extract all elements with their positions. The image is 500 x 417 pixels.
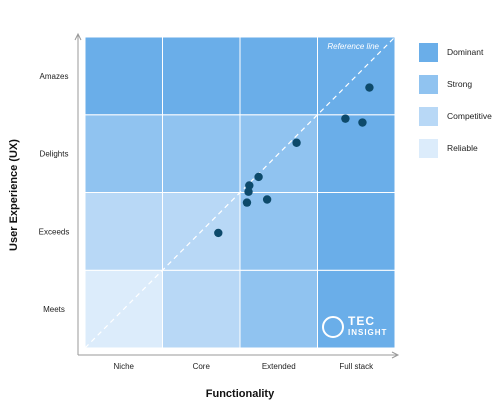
x-axis-arrow bbox=[391, 351, 400, 359]
legend-item-dominant: Dominant bbox=[419, 36, 492, 68]
data-point bbox=[214, 228, 223, 238]
data-point bbox=[341, 114, 350, 123]
legend-label-dominant: Dominant bbox=[447, 47, 484, 57]
legend-item-reliable: Reliable bbox=[419, 132, 492, 164]
y-axis-arrow bbox=[74, 32, 82, 41]
grid-cell bbox=[239, 269, 318, 349]
legend: Dominant Strong Competitive Reliable bbox=[419, 36, 492, 164]
reference-line-label: Reference line bbox=[327, 42, 379, 51]
grid-cell bbox=[84, 192, 163, 271]
brand-text: TEC INSIGHT bbox=[348, 314, 388, 338]
grid-cell bbox=[84, 36, 163, 116]
brain-icon bbox=[322, 316, 344, 338]
legend-item-strong: Strong bbox=[419, 68, 492, 100]
data-point bbox=[358, 118, 367, 127]
data-point bbox=[242, 198, 252, 207]
data-point bbox=[244, 187, 253, 196]
x-tick-label: Extended bbox=[262, 362, 296, 371]
data-point bbox=[365, 83, 374, 92]
grid-cell bbox=[162, 36, 241, 116]
legend-swatch-reliable bbox=[419, 138, 438, 158]
data-point bbox=[292, 138, 301, 147]
data-point bbox=[254, 172, 263, 182]
y-axis-label: User Experience (UX) bbox=[8, 139, 20, 251]
legend-label-competitive: Competitive bbox=[447, 111, 492, 121]
legend-label-reliable: Reliable bbox=[447, 143, 478, 153]
reference-line bbox=[84, 36, 396, 349]
y-tick-label: Delights bbox=[40, 150, 69, 159]
grid-cell bbox=[162, 114, 241, 193]
data-point bbox=[262, 195, 272, 204]
grid-cell bbox=[317, 192, 396, 271]
y-tick-label: Exceeds bbox=[39, 227, 70, 236]
x-tick-label: Core bbox=[193, 362, 211, 371]
x-axis-label: Functionality bbox=[205, 388, 275, 400]
grid-cell bbox=[317, 114, 396, 193]
legend-label-strong: Strong bbox=[447, 79, 473, 89]
grid-cell bbox=[162, 269, 241, 349]
brand-logo: TEC INSIGHT bbox=[322, 314, 388, 338]
brand-name: TEC bbox=[348, 314, 375, 328]
legend-item-competitive: Competitive bbox=[419, 100, 492, 132]
legend-swatch-dominant bbox=[419, 42, 438, 62]
x-tick-label: Niche bbox=[114, 362, 135, 371]
legend-swatch-strong bbox=[419, 74, 438, 94]
grid-cell bbox=[239, 36, 318, 116]
brand-sub: INSIGHT bbox=[348, 328, 388, 337]
x-tick-label: Full stack bbox=[339, 362, 374, 371]
data-point bbox=[245, 181, 254, 190]
grid-cell bbox=[84, 114, 163, 193]
grid-cell bbox=[239, 192, 318, 271]
legend-swatch-competitive bbox=[419, 106, 438, 126]
y-tick-label: Meets bbox=[43, 305, 65, 314]
grid-cell bbox=[317, 36, 396, 116]
y-tick-label: Amazes bbox=[40, 72, 69, 81]
